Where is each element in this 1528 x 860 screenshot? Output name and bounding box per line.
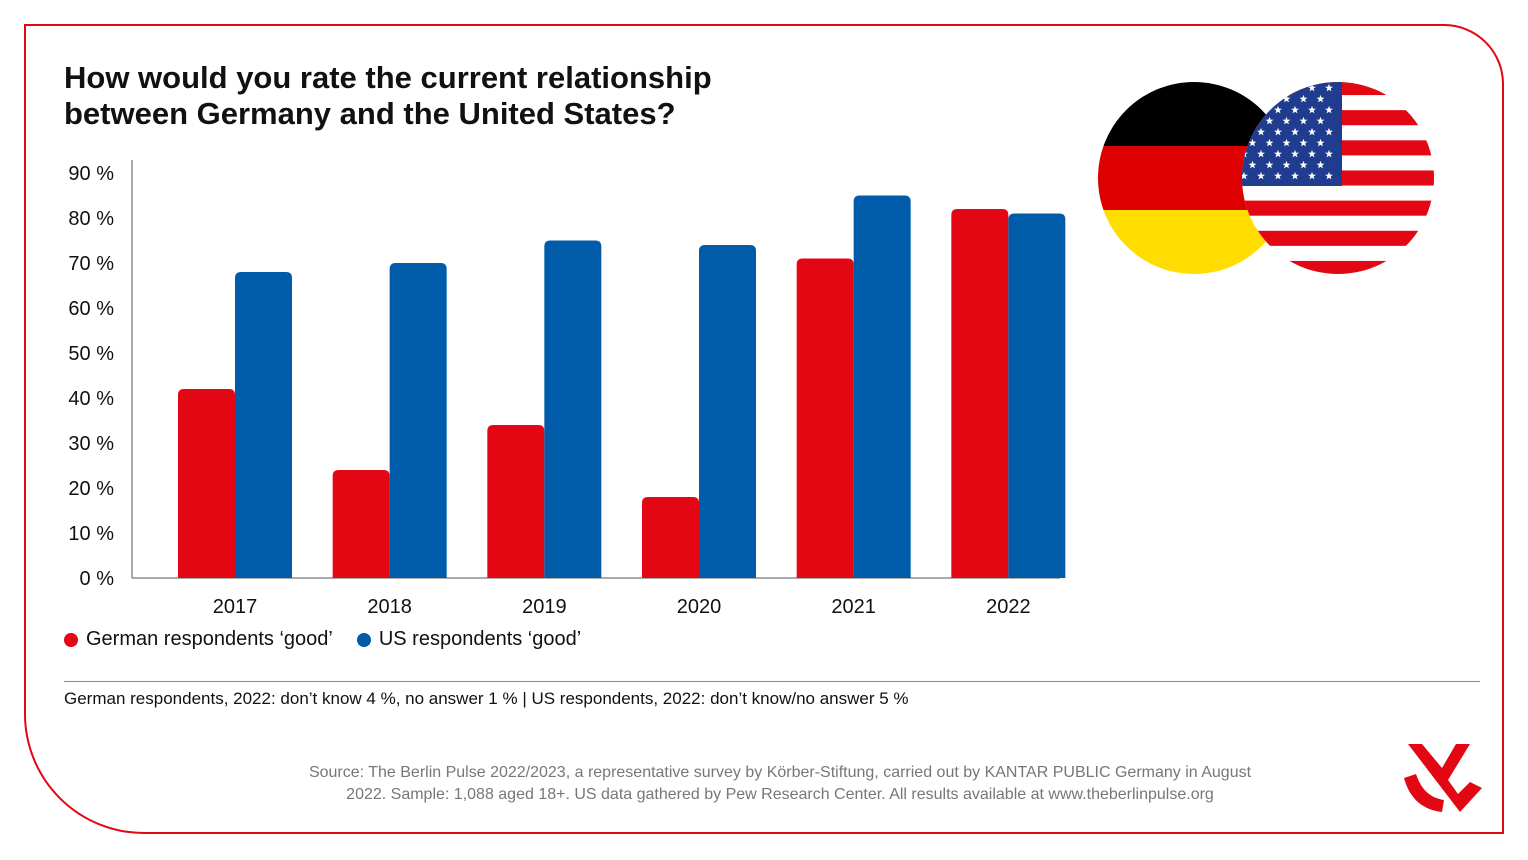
divider bbox=[64, 681, 1480, 682]
y-tick-label: 80 % bbox=[68, 208, 114, 230]
legend-label-german: German respondents ‘good’ bbox=[86, 628, 333, 650]
x-tick-label: 2017 bbox=[213, 596, 258, 618]
bar-german bbox=[178, 389, 235, 578]
source-line-2: 2022. Sample: 1,088 aged 18+. US data ga… bbox=[346, 786, 1214, 803]
x-tick-label: 2020 bbox=[677, 596, 722, 618]
bar-german bbox=[642, 497, 699, 578]
bar-german bbox=[332, 470, 390, 578]
chart-title-line-1: How would you rate the current relations… bbox=[64, 60, 712, 95]
bar-us bbox=[699, 245, 756, 578]
y-tick-label: 30 % bbox=[68, 433, 114, 455]
chart-legend: German respondents ‘good’ US respondents… bbox=[64, 628, 581, 651]
source-text: Source: The Berlin Pulse 2022/2023, a re… bbox=[180, 762, 1380, 806]
y-tick-label: 0 % bbox=[80, 568, 115, 590]
bar-us bbox=[1008, 213, 1066, 578]
x-tick-label: 2021 bbox=[831, 596, 876, 618]
y-tick-label: 40 % bbox=[68, 388, 114, 410]
usa-flag-icon bbox=[1242, 82, 1434, 274]
x-tick-label: 2019 bbox=[522, 596, 567, 618]
footnote: German respondents, 2022: don’t know 4 %… bbox=[64, 689, 909, 708]
legend-item-german: German respondents ‘good’ bbox=[64, 628, 333, 651]
source-line-1: Source: The Berlin Pulse 2022/2023, a re… bbox=[308, 764, 1252, 781]
y-tick-label: 20 % bbox=[68, 478, 114, 500]
bar-german bbox=[796, 258, 854, 578]
legend-item-us: US respondents ‘good’ bbox=[356, 628, 582, 651]
koerber-logo-icon bbox=[1404, 744, 1482, 812]
y-tick-label: 70 % bbox=[68, 253, 114, 275]
bar-us bbox=[389, 263, 447, 578]
y-tick-label: 60 % bbox=[68, 298, 114, 320]
bar-us bbox=[853, 195, 911, 578]
y-tick-label: 50 % bbox=[68, 343, 114, 365]
x-tick-label: 2018 bbox=[367, 596, 412, 618]
x-tick-label: 2022 bbox=[986, 596, 1031, 618]
bar-german bbox=[487, 425, 545, 578]
legend-swatch-german bbox=[64, 632, 78, 647]
legend-swatch-us bbox=[356, 632, 371, 647]
y-tick-label: 90 % bbox=[68, 163, 114, 185]
bar-german bbox=[951, 209, 1009, 578]
germany-usa-flags-icon bbox=[1098, 82, 1434, 274]
bar-us bbox=[235, 272, 292, 578]
bar-us bbox=[544, 240, 602, 578]
legend-label-us: US respondents ‘good’ bbox=[378, 628, 582, 650]
chart-title-line-2: between Germany and the United States? bbox=[64, 96, 676, 131]
y-tick-label: 10 % bbox=[68, 523, 114, 545]
chart-title: How would you rate the current relations… bbox=[64, 60, 884, 132]
